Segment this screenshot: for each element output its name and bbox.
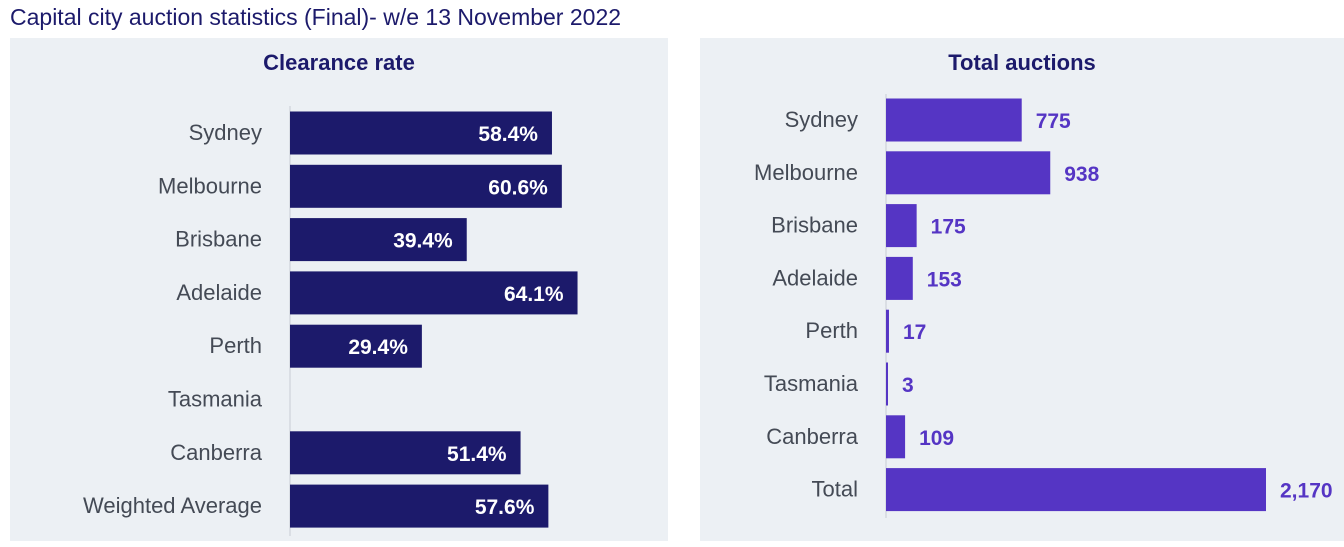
clearance-rate-chart: Sydney 58.4% Melbourne 60.6% Brisbane 39.4% Ad… xyxy=(83,106,578,536)
auctions-label-brisbane: Brisbane xyxy=(771,213,858,238)
page-title: Capital city auction statistics (Final)-… xyxy=(10,4,622,30)
clearance-bar-sydney xyxy=(290,111,552,155)
clearance-bar-weighted-average xyxy=(290,484,549,528)
auctions-value-melbourne: 938 xyxy=(1064,163,1099,186)
auctions-value-adelaide: 153 xyxy=(927,268,962,291)
auctions-bar-adelaide xyxy=(886,256,913,300)
auctions-bar-brisbane xyxy=(886,204,917,248)
clearance-rate-panel: Clearance rate Sydney 58.4% Melbourne 60.6%… xyxy=(10,38,668,541)
auctions-value-sydney: 775 xyxy=(1036,110,1071,133)
clearance-label-weighted-average: Weighted Average xyxy=(83,493,262,518)
auctions-bar-total xyxy=(886,468,1266,512)
auctions-value-perth: 17 xyxy=(903,321,926,344)
total-auctions-chart: Sydney 775 Melbourne 938 Brisbane 175 Adelaide… xyxy=(754,94,1333,518)
clearance-value-canberra: 51.4% xyxy=(447,443,507,466)
auctions-label-sydney: Sydney xyxy=(785,107,858,132)
auctions-label-adelaide: Adelaide xyxy=(772,265,858,290)
auctions-value-canberra: 109 xyxy=(919,427,954,450)
auctions-value-total: 2,170 xyxy=(1280,480,1333,503)
clearance-value-adelaide: 64.1% xyxy=(504,283,564,306)
auctions-bar-sydney xyxy=(886,98,1022,142)
clearance-label-canberra: Canberra xyxy=(170,440,262,465)
auctions-bar-canberra xyxy=(886,415,906,459)
clearance-bar-perth xyxy=(290,324,422,368)
clearance-value-brisbane: 39.4% xyxy=(393,230,453,253)
clearance-label-brisbane: Brisbane xyxy=(175,227,262,252)
clearance-bar-canberra xyxy=(290,431,521,475)
total-auctions-title: Total auctions xyxy=(948,50,1096,75)
auctions-label-total: Total xyxy=(812,477,858,502)
clearance-value-melbourne: 60.6% xyxy=(488,176,548,199)
auctions-label-melbourne: Melbourne xyxy=(754,160,858,185)
clearance-value-perth: 29.4% xyxy=(348,336,408,359)
clearance-label-perth: Perth xyxy=(209,333,262,358)
clearance-bar-brisbane xyxy=(290,218,467,262)
clearance-value-weighted-average: 57.6% xyxy=(475,496,535,519)
auctions-value-brisbane: 175 xyxy=(931,216,966,239)
clearance-label-sydney: Sydney xyxy=(189,120,262,145)
clearance-rate-title: Clearance rate xyxy=(263,50,415,75)
clearance-value-sydney: 58.4% xyxy=(478,123,538,146)
auctions-bar-perth xyxy=(886,309,889,353)
auctions-value-tasmania: 3 xyxy=(902,374,914,397)
clearance-label-melbourne: Melbourne xyxy=(158,173,262,198)
clearance-label-adelaide: Adelaide xyxy=(176,280,262,305)
auctions-label-perth: Perth xyxy=(805,318,858,343)
clearance-bar-melbourne xyxy=(290,164,562,208)
clearance-bar-adelaide xyxy=(290,271,578,315)
auctions-label-tasmania: Tasmania xyxy=(764,371,859,396)
auctions-bar-tasmania xyxy=(886,362,888,406)
clearance-label-tasmania: Tasmania xyxy=(168,387,263,412)
total-auctions-panel: Total auctions Sydney 775 Melbourne 938 Bris… xyxy=(700,38,1344,541)
auctions-bar-melbourne xyxy=(886,151,1051,195)
auctions-label-canberra: Canberra xyxy=(766,424,858,449)
